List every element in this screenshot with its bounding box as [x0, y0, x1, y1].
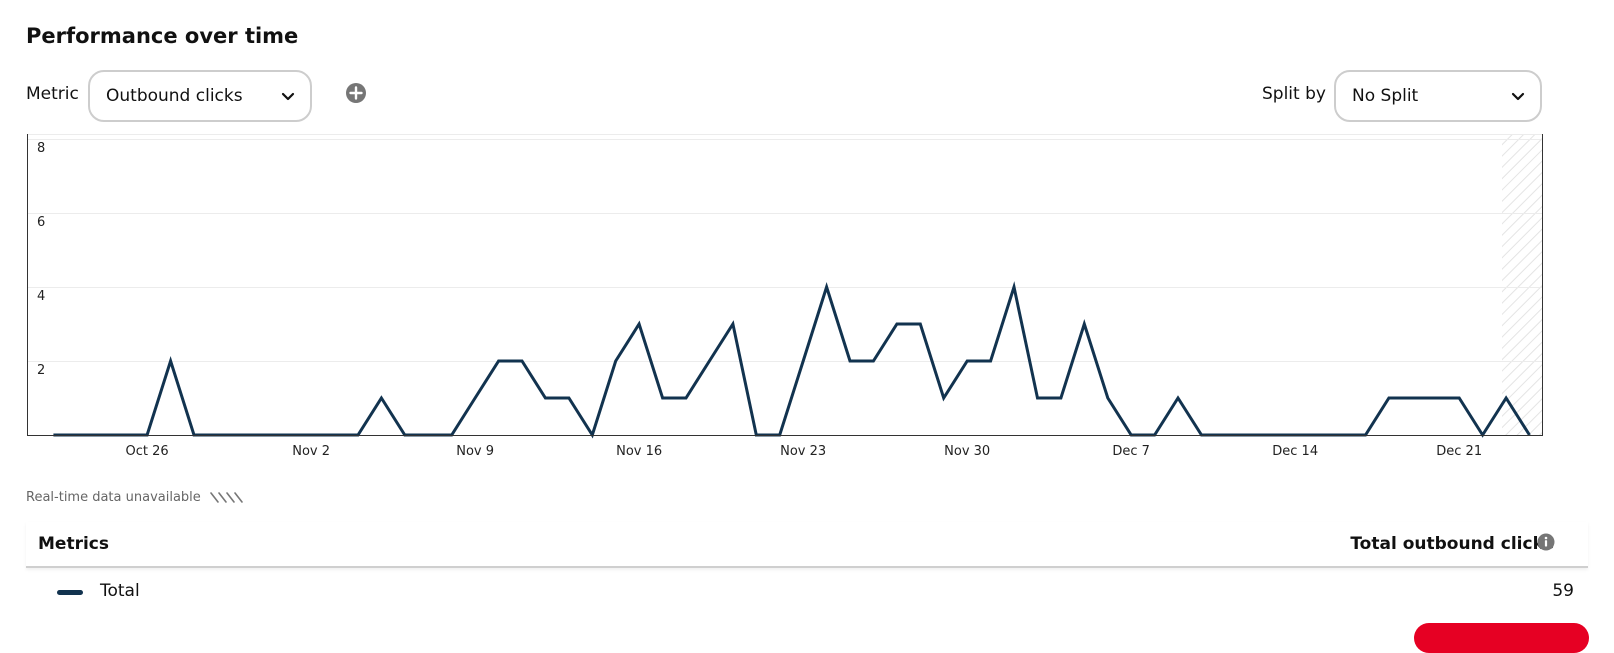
y-tick-label: 2	[37, 363, 45, 378]
data-point[interactable]	[1078, 318, 1090, 330]
x-tick-label: Nov 30	[944, 444, 990, 459]
data-point[interactable]	[891, 318, 903, 330]
data-point[interactable]	[1055, 392, 1067, 404]
data-point[interactable]	[1383, 392, 1395, 404]
data-point[interactable]	[985, 355, 997, 367]
x-tick-label: Nov 16	[616, 444, 662, 459]
split-by-dropdown[interactable]: No Split	[1334, 70, 1542, 122]
series-swatch	[57, 590, 83, 595]
data-point[interactable]	[867, 355, 879, 367]
data-point[interactable]	[1430, 392, 1442, 404]
chevron-down-icon	[281, 92, 295, 101]
data-point[interactable]	[680, 392, 692, 404]
data-point[interactable]	[1453, 392, 1465, 404]
y-tick-label: 8	[37, 141, 45, 156]
y-tick-label: 6	[37, 215, 45, 230]
data-point[interactable]	[1102, 392, 1114, 404]
x-tick-label: Dec 14	[1272, 444, 1318, 459]
data-point[interactable]	[844, 355, 856, 367]
data-point[interactable]	[961, 355, 973, 367]
x-tick-label: Nov 2	[292, 444, 330, 459]
data-point[interactable]	[375, 392, 387, 404]
x-tick-label: Nov 9	[456, 444, 494, 459]
data-point[interactable]	[1406, 392, 1418, 404]
realtime-notice: Real-time data unavailable	[26, 490, 245, 505]
performance-line-chart: 2 4 6 8 Oct 26 Nov 2 Nov 9 Nov 16 Nov 23 Nov 30 D…	[27, 134, 1543, 459]
x-tick-label: Dec 7	[1112, 444, 1150, 459]
table-row-value: 59	[1552, 581, 1574, 601]
data-point[interactable]	[539, 392, 551, 404]
data-point[interactable]	[938, 392, 950, 404]
y-tick-label: 4	[37, 289, 45, 304]
metric-dropdown[interactable]: Outbound clicks	[88, 70, 312, 122]
primary-action-button[interactable]	[1414, 623, 1589, 653]
table-row-label: Total	[100, 581, 140, 601]
metric-dropdown-value: Outbound clicks	[106, 86, 243, 106]
split-by-label: Split by	[1262, 84, 1326, 104]
data-point[interactable]	[727, 318, 739, 330]
x-tick-label: Oct 26	[126, 444, 169, 459]
data-point[interactable]	[821, 281, 833, 293]
info-icon[interactable]	[1537, 533, 1555, 551]
data-point[interactable]	[516, 355, 528, 367]
chevron-down-icon	[1511, 92, 1525, 101]
metric-label: Metric	[26, 84, 79, 104]
total-outbound-clicks-column-header: Total outbound clicks	[1350, 534, 1554, 554]
add-metric-icon[interactable]	[345, 82, 367, 104]
data-point[interactable]	[797, 355, 809, 367]
data-point[interactable]	[493, 355, 505, 367]
page-title: Performance over time	[26, 24, 299, 48]
hatch-legend-icon	[209, 491, 243, 503]
data-point[interactable]	[1172, 392, 1184, 404]
split-by-dropdown-value: No Split	[1352, 86, 1419, 106]
data-point[interactable]	[1500, 392, 1512, 404]
metrics-column-header: Metrics	[38, 534, 109, 554]
data-point[interactable]	[610, 355, 622, 367]
metrics-table-header: Metrics Total outbound clicks	[26, 522, 1588, 568]
x-tick-label: Nov 23	[780, 444, 826, 459]
data-point[interactable]	[703, 355, 715, 367]
data-point[interactable]	[165, 355, 177, 367]
data-point[interactable]	[469, 392, 481, 404]
data-point[interactable]	[563, 392, 575, 404]
data-point[interactable]	[914, 318, 926, 330]
realtime-unavailable-region	[1502, 134, 1542, 436]
x-tick-label: Dec 21	[1436, 444, 1482, 459]
data-point[interactable]	[1008, 281, 1020, 293]
data-point[interactable]	[1032, 392, 1044, 404]
data-point[interactable]	[657, 392, 669, 404]
data-point[interactable]	[633, 318, 645, 330]
realtime-notice-label: Real-time data unavailable	[26, 490, 201, 505]
